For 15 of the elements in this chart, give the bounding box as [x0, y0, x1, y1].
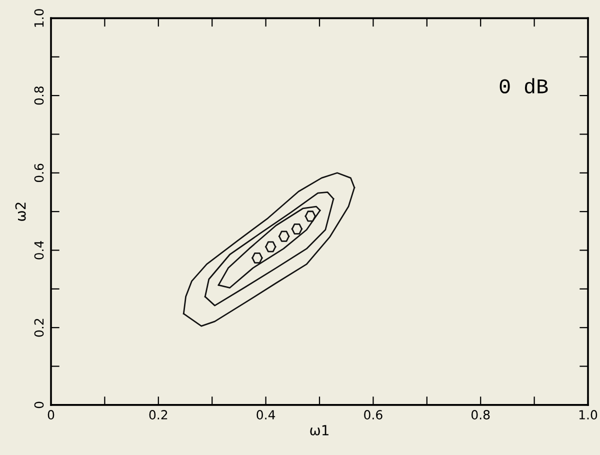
x-tick-label: 0.8	[471, 410, 490, 420]
y-tick-label: 0.8	[34, 86, 44, 105]
x-axis-title: ω1	[310, 425, 328, 436]
x-tick-label: 1.0	[579, 410, 598, 420]
y-tick-label: 0	[34, 402, 44, 408]
y-tick-label: 1.0	[34, 9, 44, 27]
x-tick-label: 0.4	[256, 410, 276, 420]
x-tick-label: 0.2	[149, 410, 168, 420]
y-tick-label: 0.2	[34, 318, 44, 337]
y-tick-label: 0.4	[34, 241, 44, 260]
y-tick-label: 0.6	[34, 164, 44, 182]
annotation: 0 dB	[500, 78, 548, 94]
x-tick-label: 0.6	[364, 410, 382, 420]
x-tick-label: 0	[48, 410, 54, 420]
y-axis-title: ω2	[15, 202, 26, 221]
